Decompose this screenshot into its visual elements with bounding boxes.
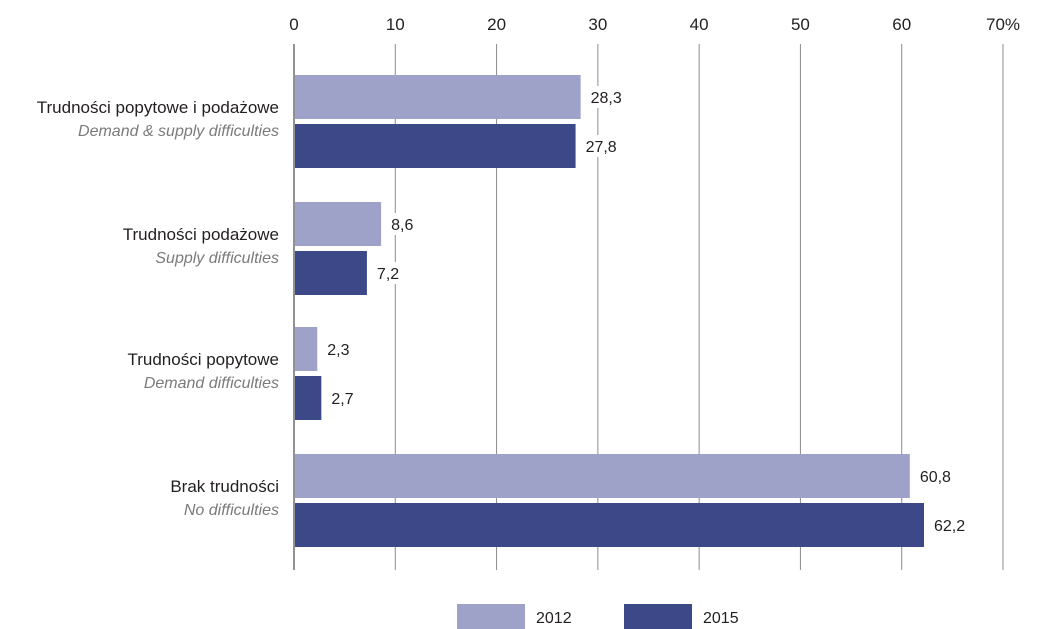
value-label-background: [929, 514, 968, 536]
bar: [295, 124, 576, 168]
value-label-background: [327, 387, 366, 409]
category-label: Trudności popytowe: [127, 350, 279, 369]
legend-label: 2015: [703, 610, 739, 627]
x-tick-label: 0: [289, 15, 298, 34]
x-tick-label: 70%: [986, 15, 1020, 34]
value-label: 2,3: [327, 342, 349, 359]
legend: 2012 2015: [457, 604, 739, 629]
category-labels: Trudności popytowe i podażowe Demand & su…: [37, 98, 279, 519]
x-tick-label: 60: [892, 15, 911, 34]
legend-swatch: [624, 604, 692, 629]
bar: [295, 202, 382, 246]
bar: [295, 251, 367, 295]
value-label-background: [372, 262, 411, 284]
value-labels: 28,3 8,6 2,3 60,8 27,8 7,2 2,7 62,2: [323, 86, 968, 536]
value-label: 27,8: [586, 139, 617, 156]
category-label: Trudności popytowe i podażowe: [37, 98, 279, 117]
x-tick-label: 30: [588, 15, 607, 34]
value-label: 2,7: [331, 391, 353, 408]
bar: [295, 327, 318, 371]
value-label-background: [915, 465, 954, 487]
category-label-english: No difficulties: [184, 502, 279, 519]
category-label-english: Demand & supply difficulties: [78, 123, 279, 140]
x-tick-label: 40: [690, 15, 709, 34]
value-label: 7,2: [377, 266, 399, 283]
x-tick-label: 10: [386, 15, 405, 34]
value-label: 60,8: [920, 469, 951, 486]
category-label-english: Demand difficulties: [144, 375, 279, 392]
value-label: 28,3: [591, 90, 622, 107]
x-tick-label: 20: [487, 15, 506, 34]
value-label-background: [586, 86, 625, 108]
value-label: 62,2: [934, 518, 965, 535]
bar: [295, 503, 924, 547]
value-label-background: [323, 338, 362, 360]
category-label: Trudności podażowe: [123, 225, 279, 244]
legend-label: 2012: [536, 610, 572, 627]
x-tick-label: 50: [791, 15, 810, 34]
bar: [295, 454, 910, 498]
value-label-background: [387, 213, 426, 235]
bars: [295, 75, 924, 547]
legend-swatch: [457, 604, 525, 629]
bar: [295, 75, 581, 119]
x-axis-tick-labels: 0 10 20 30 40 50 60 70%: [289, 15, 1020, 34]
bar: [295, 376, 322, 420]
category-label: Brak trudności: [170, 477, 279, 496]
value-label-background: [581, 135, 620, 157]
category-label-english: Supply difficulties: [155, 250, 279, 267]
value-label: 8,6: [391, 217, 413, 234]
